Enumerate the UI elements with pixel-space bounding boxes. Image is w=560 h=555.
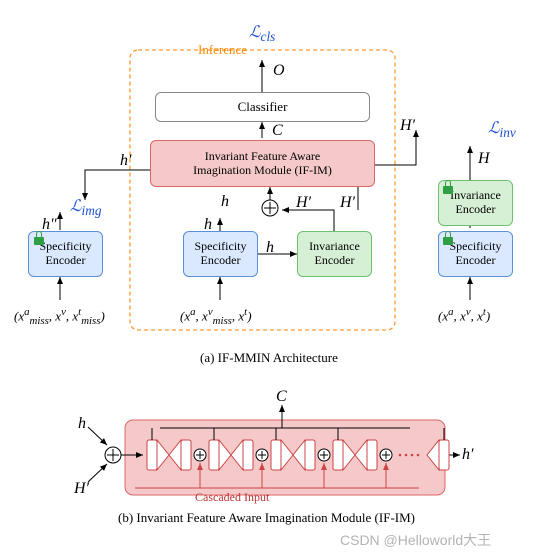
- x-left: (xamiss, xv, xtmiss): [14, 306, 105, 327]
- b-hp: h′: [462, 446, 474, 464]
- lock-icon: [443, 186, 453, 194]
- classifier-box: Classifier: [155, 92, 370, 122]
- lbl-hp: h′: [120, 152, 132, 170]
- caption-b: (b) Invariant Feature Aware Imagination …: [118, 510, 415, 526]
- inv-encoder-mid: InvarianceEncoder: [297, 231, 372, 277]
- x-right: (xa, xv, xt): [438, 306, 490, 324]
- watermark: CSDN @Helloworld大王: [340, 530, 491, 550]
- lbl-O: O: [273, 62, 285, 80]
- lbl-C: C: [272, 122, 283, 140]
- lbl-Hp2: H′: [340, 194, 355, 212]
- inference-label: Inference: [198, 42, 247, 58]
- lbl-H: H: [478, 150, 490, 168]
- caption-a: (a) IF-MMIN Architecture: [200, 350, 338, 366]
- spec-label: SpecificityEncoder: [40, 240, 92, 268]
- loss-inv: ℒinv: [488, 118, 516, 141]
- loss-img: ℒimg: [70, 196, 102, 219]
- lbl-hpp: h″: [42, 216, 57, 234]
- spec-label: SpecificityEncoder: [450, 240, 502, 268]
- loss-cls: ℒcls: [249, 22, 275, 45]
- b-Hp: H′: [74, 480, 89, 498]
- spec-encoder-mid: SpecificityEncoder: [183, 231, 258, 277]
- ifim-label: Invariant Feature AwareImagination Modul…: [193, 150, 332, 178]
- lbl-Hp1: H′: [296, 194, 311, 212]
- lbl-Hp3: H′: [400, 117, 415, 135]
- b-C: C: [276, 388, 287, 406]
- b-h: h: [78, 415, 86, 433]
- x-mid: (xa, xvmiss, xt): [180, 306, 252, 327]
- lock-icon: [443, 237, 453, 245]
- lock-icon: [34, 237, 44, 245]
- inv-label: InvarianceEncoder: [450, 189, 501, 217]
- spec-label: SpecificityEncoder: [195, 240, 247, 268]
- cascaded-label: Cascaded Input: [195, 490, 269, 505]
- inv-label: InvarianceEncoder: [309, 240, 360, 268]
- lbl-h3: h: [266, 239, 274, 257]
- lbl-h2: h: [221, 193, 229, 211]
- lbl-h: h: [204, 216, 212, 234]
- ifim-box: Invariant Feature AwareImagination Modul…: [150, 140, 375, 187]
